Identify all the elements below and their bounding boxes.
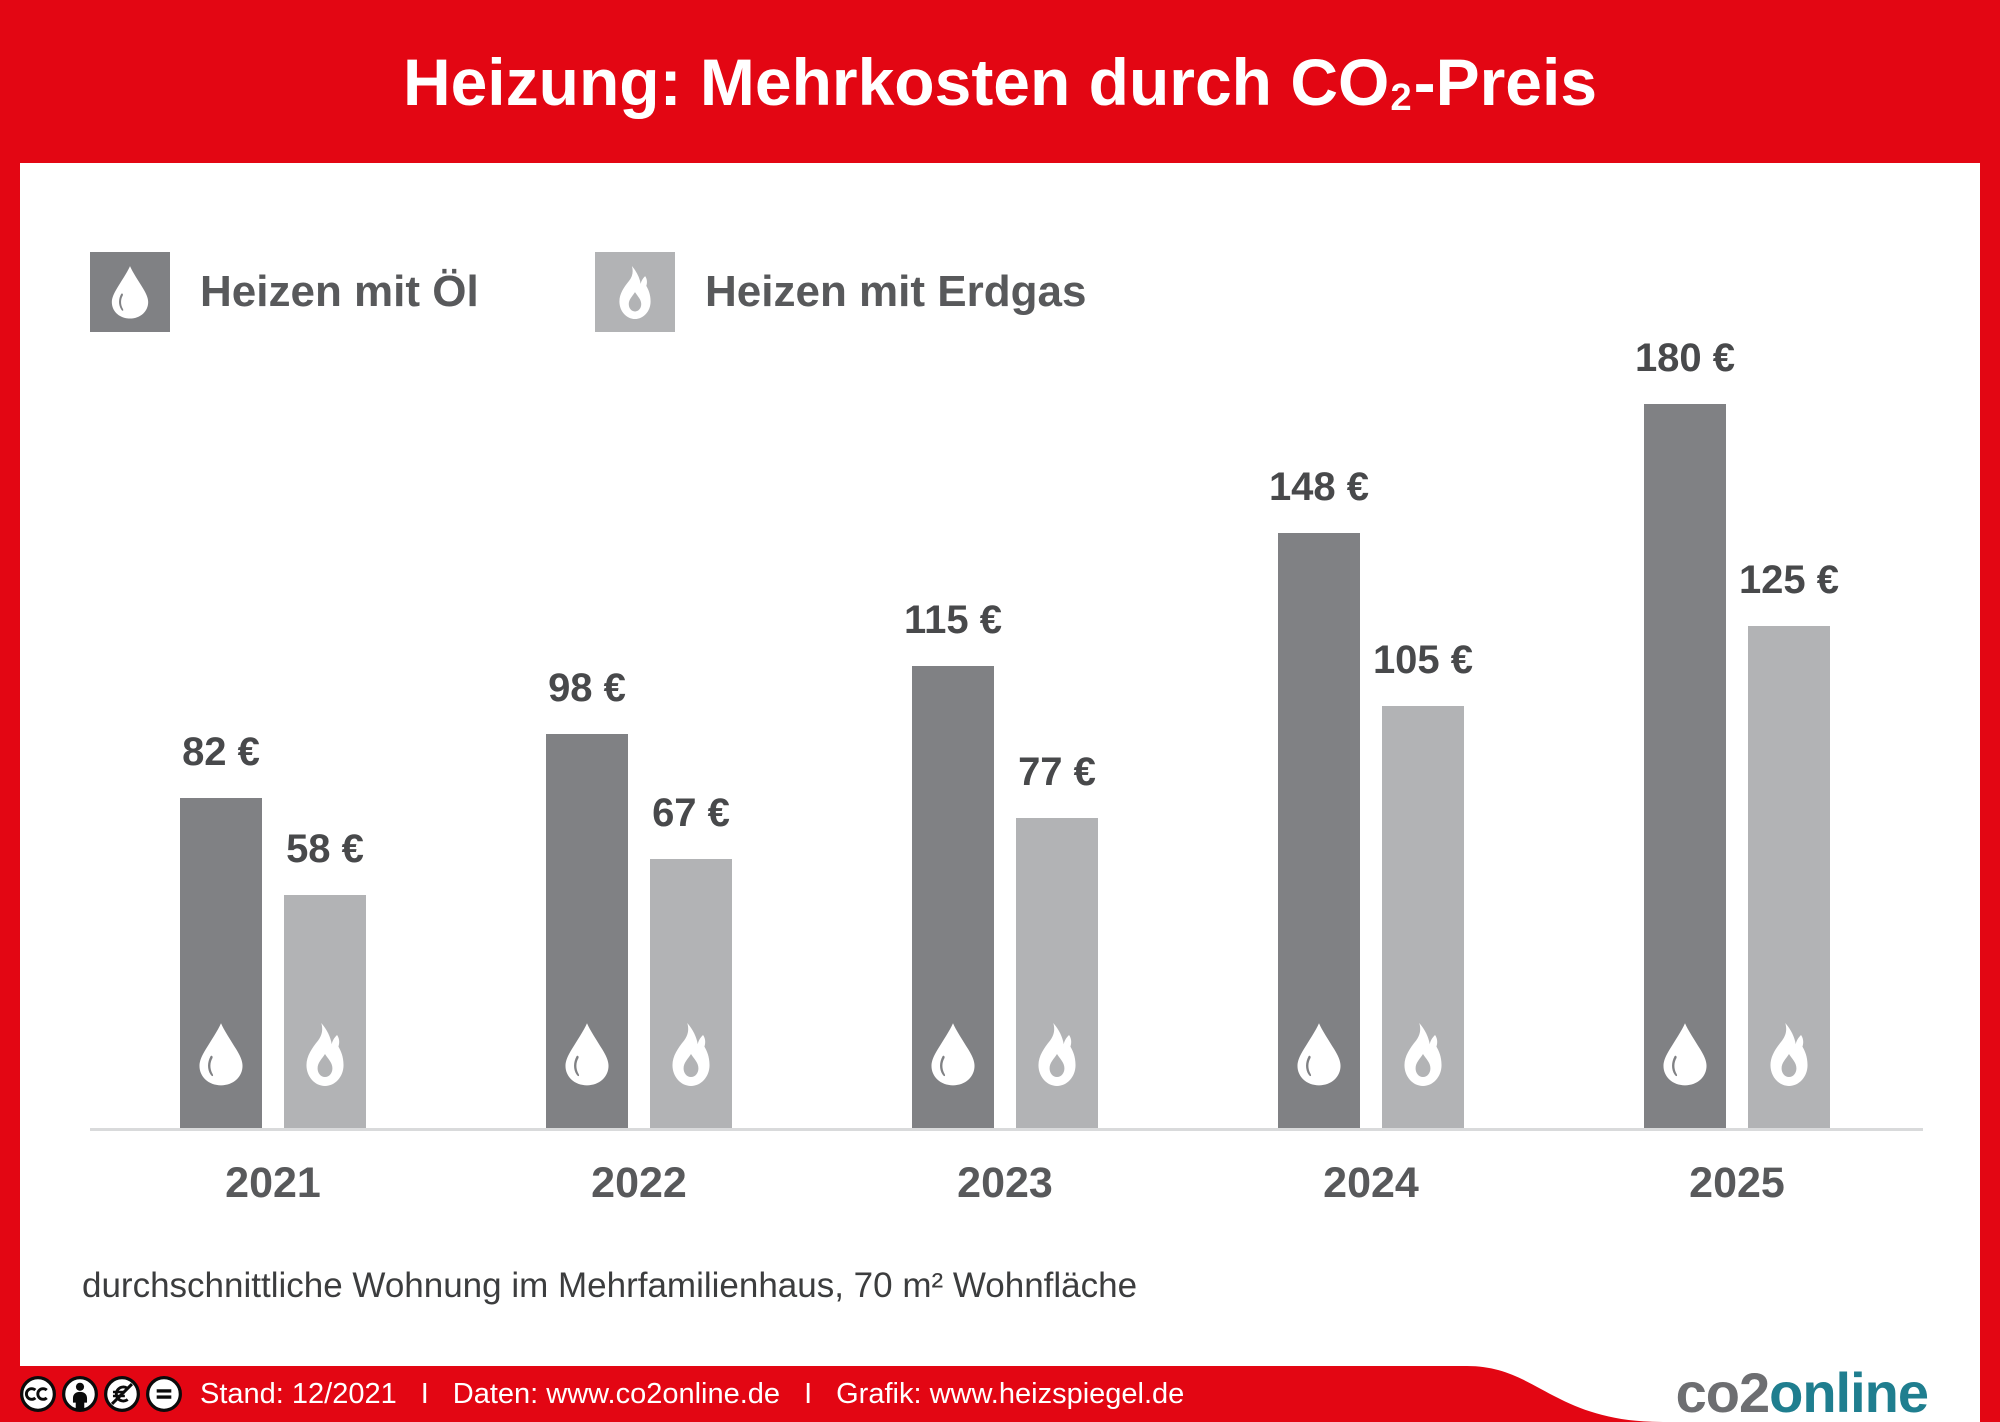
bar-oil-2024: [1278, 533, 1360, 1128]
footer-grafik: Grafik: www.heizspiegel.de: [836, 1377, 1185, 1410]
legend-label-oil: Heizen mit Öl: [200, 267, 479, 316]
cc-nc-eu-icon: [104, 1376, 140, 1412]
bar-gas-2023: [1016, 818, 1098, 1128]
x-axis-label-2025: 2025: [1689, 1159, 1785, 1207]
value-label-gas-2025: 125 €: [1738, 558, 1840, 602]
droplet-icon: [931, 1023, 975, 1086]
value-label-gas-2022: 67 €: [652, 791, 730, 835]
left-border: [0, 0, 20, 1422]
footer-band: [0, 1366, 1663, 1422]
x-axis-label-2024: 2024: [1323, 1159, 1419, 1207]
legend-item-gas: Heizen mit Erdgas: [595, 252, 1086, 332]
footnote: durchschnittliche Wohnung im Mehrfamilie…: [82, 1266, 1138, 1305]
value-label-oil-2022: 98 €: [548, 666, 626, 710]
footer-source-line: Stand: 12/2021 I Daten: www.co2online.de…: [200, 1366, 1184, 1422]
value-label-gas-2024: 105 €: [1372, 638, 1474, 682]
cc-icon: [20, 1376, 56, 1412]
bar-gas-2024: [1382, 706, 1464, 1128]
title-band: [0, 0, 2000, 163]
gas-legend-swatch: [595, 252, 675, 332]
page-title-suffix: -Preis: [1413, 44, 1598, 119]
flame-icon: [619, 265, 651, 319]
bar-oil-2025: [1644, 404, 1726, 1128]
page-title-text: Heizung: Mehrkosten durch CO: [402, 44, 1390, 119]
droplet-icon: [1663, 1023, 1707, 1086]
logo-co2: co2: [1675, 1361, 1770, 1422]
value-label-gas-2021: 58 €: [286, 827, 364, 871]
droplet-icon: [565, 1023, 609, 1086]
droplet-icon: [111, 265, 149, 319]
page-title-subscript: 2: [1390, 75, 1412, 119]
flame-icon: [306, 1023, 344, 1086]
value-label-oil-2023: 115 €: [904, 598, 1002, 642]
right-border: [1980, 0, 2000, 1422]
bar-oil-2023: [912, 666, 994, 1128]
footer-separator: I: [420, 1377, 429, 1410]
legend-label-gas: Heizen mit Erdgas: [705, 267, 1087, 316]
license-icons: [19, 1375, 183, 1413]
bar-gas-2021: [284, 895, 366, 1128]
bar-gas-2022: [650, 859, 732, 1128]
value-label-oil-2024: 148 €: [1268, 465, 1370, 509]
x-axis-line: [90, 1128, 1923, 1131]
x-axis-label-2022: 2022: [591, 1159, 687, 1207]
x-axis-label-2021: 2021: [225, 1159, 321, 1207]
co2online-logo: co2online: [1675, 1360, 1929, 1422]
bar-oil-2022: [546, 734, 628, 1128]
droplet-icon: [1297, 1023, 1341, 1086]
footer-stand: Stand: 12/2021: [200, 1377, 397, 1410]
flame-icon: [1770, 1023, 1808, 1086]
footer-daten: Daten: www.co2online.de: [452, 1377, 781, 1410]
value-label-oil-2025: 180 €: [1634, 336, 1736, 380]
flame-icon: [672, 1023, 710, 1086]
flame-icon: [1038, 1023, 1076, 1086]
cc-by-icon: [62, 1376, 98, 1412]
value-label-oil-2021: 82 €: [182, 730, 260, 774]
page-title: Heizung: Mehrkosten durch CO 2 -Preis: [0, 0, 2000, 163]
droplet-icon: [199, 1023, 243, 1086]
cc-nd-icon: [146, 1376, 182, 1412]
value-label-gas-2023: 77 €: [1018, 750, 1096, 794]
x-axis-label-2023: 2023: [957, 1159, 1053, 1207]
bar-gas-2025: [1748, 626, 1830, 1128]
flame-icon: [1404, 1023, 1442, 1086]
bar-oil-2021: [180, 798, 262, 1128]
legend-item-oil: Heizen mit Öl: [90, 252, 479, 332]
logo-online: online: [1769, 1361, 1929, 1422]
oil-legend-swatch: [90, 252, 170, 332]
footer-separator: I: [804, 1377, 813, 1410]
